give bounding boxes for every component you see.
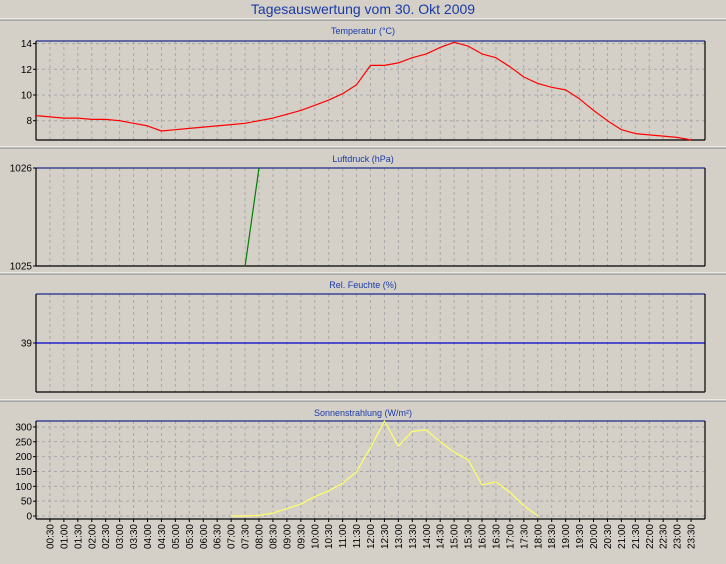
x-tick-label: 10:30	[324, 524, 335, 549]
x-tick-label: 06:00	[199, 524, 210, 549]
x-tick-label: 08:00	[255, 524, 266, 549]
x-tick-label: 08:30	[268, 524, 279, 549]
x-tick-label: 03:00	[115, 524, 126, 549]
x-tick-label: 12:00	[366, 524, 377, 549]
x-tick-label: 02:00	[87, 524, 98, 549]
x-tick-label: 22:00	[645, 524, 656, 549]
x-tick-label: 14:00	[422, 524, 433, 549]
y-tick-label: 100	[15, 482, 32, 493]
chart-panel: Luftdruck (hPa) 1025 1026	[0, 147, 726, 273]
x-tick-label: 13:30	[408, 524, 419, 549]
x-tick-label: 18:00	[533, 524, 544, 549]
x-tick-label: 14:30	[436, 524, 447, 549]
x-tick-label: 20:30	[603, 524, 614, 549]
x-tick-label: 05:30	[185, 524, 196, 549]
x-tick-label: 11:00	[338, 524, 349, 549]
x-tick-label: 23:00	[673, 524, 684, 549]
x-tick-label: 07:00	[227, 524, 238, 549]
panel-title: Rel. Feuchte (%)	[329, 280, 397, 290]
x-tick-label: 12:30	[380, 524, 391, 549]
x-tick-label: 16:30	[491, 524, 502, 549]
x-tick-label: 09:00	[282, 524, 293, 549]
x-tick-label: 09:30	[296, 524, 307, 549]
x-tick-label: 02:30	[101, 524, 112, 549]
y-tick-label: 50	[21, 497, 33, 508]
x-tick-label: 05:00	[171, 524, 182, 549]
x-tick-label: 22:30	[659, 524, 670, 549]
x-tick-label: 06:30	[213, 524, 224, 549]
x-tick-label: 17:30	[519, 524, 530, 549]
x-tick-label: 19:00	[561, 524, 572, 549]
chart-panel: Sonnenstrahlung (W/m²) 0 50 100 150 200 250 300	[0, 400, 726, 523]
y-tick-label: 1026	[10, 164, 33, 175]
x-tick-label: 01:00	[59, 524, 70, 549]
x-tick-label: 21:00	[617, 524, 628, 549]
x-tick-label: 00:30	[45, 524, 56, 549]
series-line	[36, 42, 691, 140]
x-tick-label: 23:30	[687, 524, 698, 549]
x-tick-label: 19:30	[575, 524, 586, 549]
chart-panel: Temperatur (°C) 8 10 12 14	[0, 19, 726, 140]
x-tick-label: 07:30	[241, 524, 252, 549]
x-tick-label: 01:30	[73, 524, 84, 549]
y-tick-label: 12	[21, 65, 33, 76]
x-tick-label: 18:30	[547, 524, 558, 549]
panel-title: Luftdruck (hPa)	[332, 154, 394, 164]
y-tick-label: 1025	[10, 262, 33, 273]
y-tick-label: 39	[21, 339, 33, 350]
y-tick-label: 300	[15, 422, 32, 433]
y-tick-label: 8	[26, 116, 32, 127]
x-tick-label: 13:00	[394, 524, 405, 549]
y-tick-label: 200	[15, 452, 32, 463]
series-line	[245, 168, 259, 266]
x-tick-label: 10:00	[310, 524, 321, 549]
x-tick-label: 16:00	[478, 524, 489, 549]
x-tick-label: 20:00	[589, 524, 600, 549]
y-tick-label: 0	[26, 512, 32, 523]
x-tick-label: 15:30	[464, 524, 475, 549]
panel-title: Sonnenstrahlung (W/m²)	[314, 408, 412, 418]
x-tick-label: 04:00	[143, 524, 154, 549]
y-tick-label: 150	[15, 467, 32, 478]
x-tick-label: 17:00	[505, 524, 516, 549]
x-tick-label: 03:30	[129, 524, 140, 549]
x-tick-label: 11:30	[352, 524, 363, 549]
y-tick-label: 250	[15, 437, 32, 448]
chart-panel: Rel. Feuchte (%) 39	[0, 273, 726, 392]
y-tick-label: 14	[21, 39, 33, 50]
x-tick-label: 04:30	[157, 524, 168, 549]
y-tick-label: 10	[21, 91, 33, 102]
x-tick-label: 21:30	[631, 524, 642, 549]
panel-title: Temperatur (°C)	[331, 26, 395, 36]
x-tick-label: 15:00	[450, 524, 461, 549]
